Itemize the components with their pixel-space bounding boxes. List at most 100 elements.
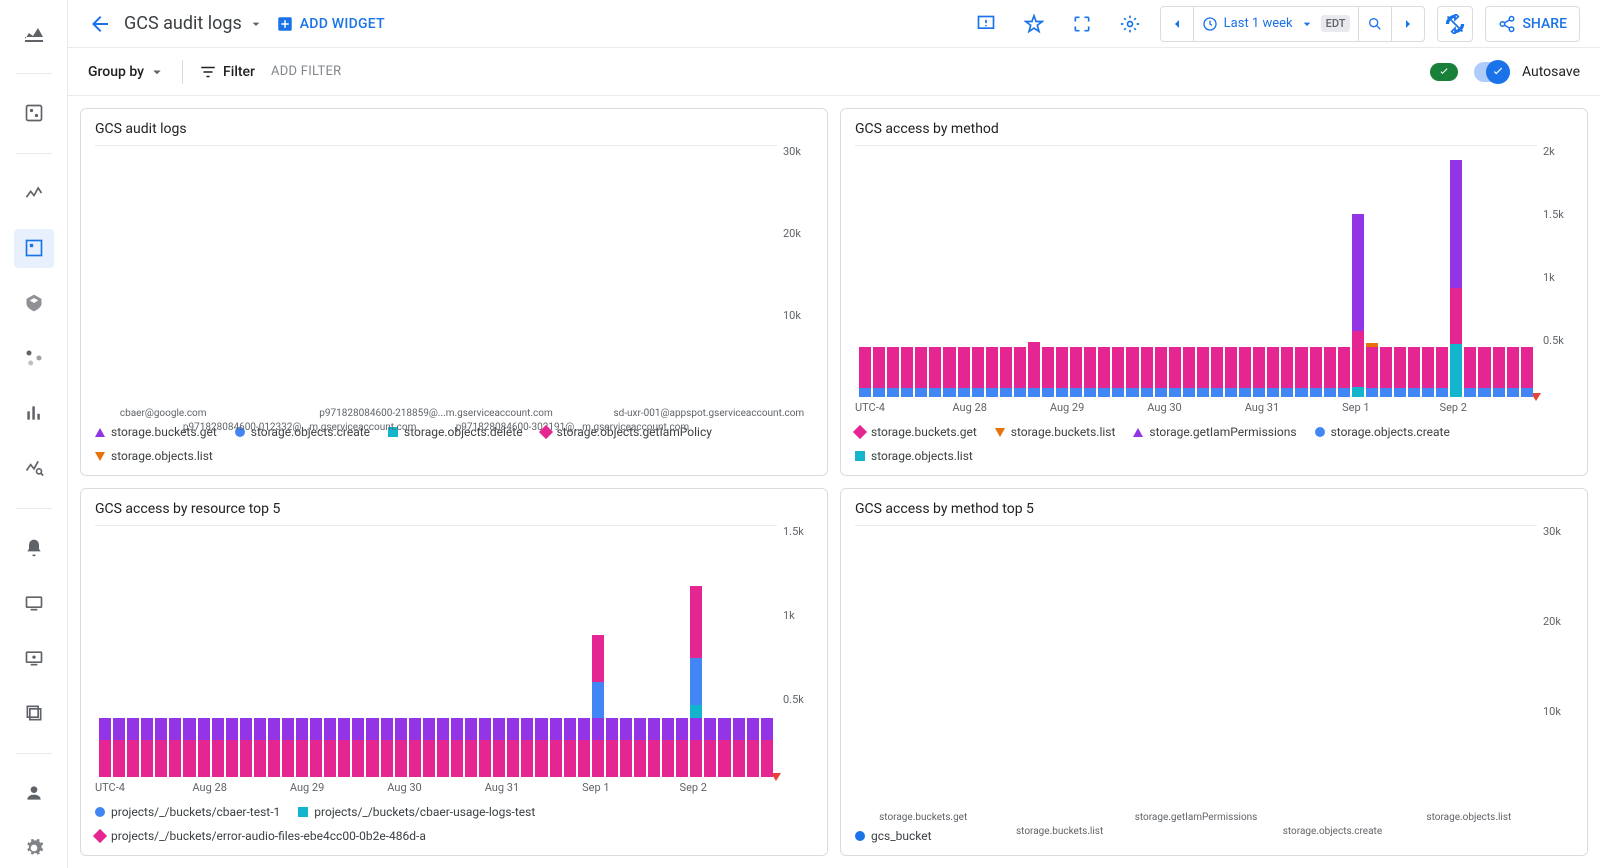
bar[interactable] — [1436, 146, 1448, 397]
nav-services-icon[interactable] — [14, 284, 54, 323]
share-button[interactable]: SHARE — [1485, 6, 1580, 42]
bar[interactable] — [1183, 146, 1195, 397]
chart-plot[interactable] — [855, 145, 1537, 397]
time-prev-button[interactable] — [1161, 7, 1194, 41]
bar[interactable] — [437, 526, 449, 777]
bar[interactable] — [141, 526, 153, 777]
bar[interactable] — [718, 526, 730, 777]
back-button[interactable] — [88, 12, 112, 36]
autorefresh-off-icon[interactable] — [1437, 6, 1473, 42]
bar[interactable] — [1112, 146, 1124, 397]
bar[interactable] — [1394, 146, 1406, 397]
time-next-button[interactable] — [1392, 7, 1424, 41]
bar[interactable] — [113, 526, 125, 777]
monitoring-logo-icon[interactable] — [14, 14, 54, 53]
bar[interactable] — [1239, 146, 1251, 397]
bar[interactable] — [1521, 146, 1533, 397]
bar[interactable] — [1155, 146, 1167, 397]
time-range-selector[interactable]: Last 1 week EDT — [1194, 7, 1360, 41]
bar[interactable] — [733, 526, 745, 777]
bar[interactable] — [1380, 146, 1392, 397]
bar[interactable] — [535, 526, 547, 777]
bar[interactable] — [901, 146, 913, 397]
bar[interactable] — [1281, 146, 1293, 397]
chart-plot[interactable] — [95, 525, 777, 777]
time-zoom-button[interactable] — [1359, 7, 1392, 41]
bar[interactable] — [1000, 146, 1012, 397]
bar[interactable] — [479, 526, 491, 777]
bar[interactable] — [324, 526, 336, 777]
bar[interactable] — [507, 526, 519, 777]
bar[interactable] — [338, 526, 350, 777]
legend-item[interactable]: storage.buckets.list — [995, 425, 1116, 439]
bar[interactable] — [1408, 146, 1420, 397]
bar[interactable] — [226, 526, 238, 777]
bar[interactable] — [676, 526, 688, 777]
bar[interactable] — [1478, 146, 1490, 397]
bar[interactable] — [1098, 146, 1110, 397]
legend-item[interactable]: storage.buckets.get — [855, 425, 977, 439]
bar[interactable] — [887, 146, 899, 397]
legend-item[interactable]: storage.objects.create — [1315, 425, 1450, 439]
bar[interactable] — [127, 526, 139, 777]
bar[interactable] — [1366, 146, 1378, 397]
legend-item[interactable]: gcs_bucket — [855, 829, 932, 843]
bar[interactable] — [423, 526, 435, 777]
bar[interactable] — [169, 526, 181, 777]
nav-alerts-icon[interactable] — [14, 529, 54, 568]
nav-explore-icon[interactable] — [14, 449, 54, 488]
bar[interactable] — [634, 526, 646, 777]
bar[interactable] — [296, 526, 308, 777]
bar[interactable] — [1084, 146, 1096, 397]
bar[interactable] — [282, 526, 294, 777]
bar[interactable] — [1310, 146, 1322, 397]
bar[interactable] — [254, 526, 266, 777]
chart-plot[interactable]: cbaer@google.comp971828084600-012332@...… — [95, 145, 777, 391]
bar[interactable] — [212, 526, 224, 777]
filter-button[interactable]: Filter — [199, 63, 255, 81]
bar[interactable] — [1225, 146, 1237, 397]
bar[interactable] — [859, 146, 871, 397]
bar[interactable] — [606, 526, 618, 777]
bar[interactable] — [1042, 146, 1054, 397]
groupby-dropdown[interactable]: Group by — [88, 63, 166, 81]
bar[interactable] — [958, 146, 970, 397]
nav-groups-icon[interactable] — [14, 694, 54, 733]
bar[interactable] — [1352, 146, 1364, 397]
nav-overview-icon[interactable] — [14, 94, 54, 133]
settings-icon[interactable] — [1112, 6, 1148, 42]
bar[interactable] — [564, 526, 576, 777]
bar[interactable] — [1507, 146, 1519, 397]
legend-item[interactable]: storage.getIamPermissions — [1133, 425, 1296, 439]
bar[interactable] — [1028, 146, 1040, 397]
nav-uptime-icon[interactable] — [14, 584, 54, 623]
add-widget-button[interactable]: ADD WIDGET — [276, 15, 385, 33]
bar[interactable] — [1211, 146, 1223, 397]
bar[interactable] — [366, 526, 378, 777]
star-icon[interactable] — [1016, 6, 1052, 42]
bar[interactable] — [465, 526, 477, 777]
chart-plot[interactable]: storage.buckets.getstorage.buckets.lists… — [855, 525, 1537, 795]
bar[interactable] — [929, 146, 941, 397]
bar[interactable] — [395, 526, 407, 777]
bar[interactable] — [662, 526, 674, 777]
legend-item[interactable]: storage.objects.list — [95, 449, 213, 463]
bar[interactable] — [1422, 146, 1434, 397]
bar[interactable] — [183, 526, 195, 777]
bar[interactable] — [409, 526, 421, 777]
legend-item[interactable]: storage.objects.list — [855, 449, 973, 463]
bar[interactable] — [451, 526, 463, 777]
bar[interactable] — [578, 526, 590, 777]
bar[interactable] — [873, 146, 885, 397]
nav-settings-icon[interactable] — [14, 829, 54, 868]
bar[interactable] — [155, 526, 167, 777]
nav-metrics-icon[interactable] — [14, 174, 54, 213]
bar[interactable] — [352, 526, 364, 777]
bar[interactable] — [268, 526, 280, 777]
legend-item[interactable]: projects/_/buckets/cbaer-test-1 — [95, 805, 280, 819]
bar[interactable] — [240, 526, 252, 777]
add-filter-button[interactable]: ADD FILTER — [271, 64, 341, 79]
bar[interactable] — [550, 526, 562, 777]
feedback-icon[interactable] — [968, 6, 1004, 42]
bar[interactable] — [915, 146, 927, 397]
